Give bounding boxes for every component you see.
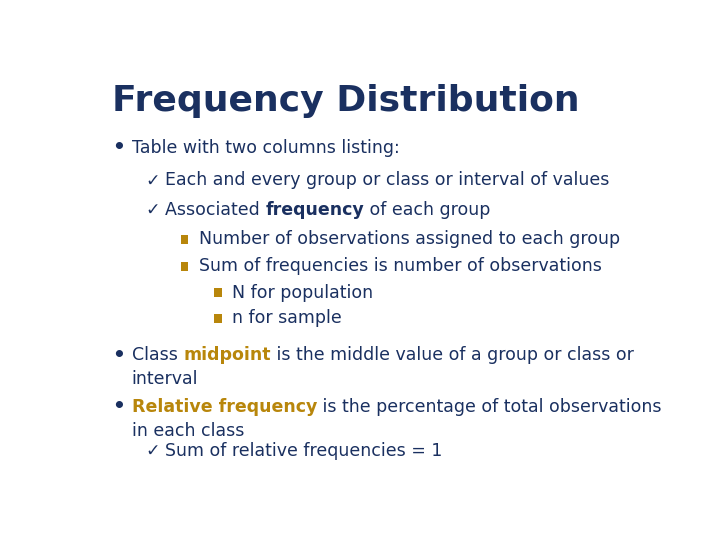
Text: Relative frequency: Relative frequency [132,397,318,416]
FancyBboxPatch shape [215,314,222,323]
Text: ✓: ✓ [145,171,161,190]
Text: interval: interval [132,370,198,388]
Text: Number of observations assigned to each group: Number of observations assigned to each … [199,231,620,248]
Text: in each class: in each class [132,422,244,440]
FancyBboxPatch shape [181,262,188,271]
FancyBboxPatch shape [215,288,222,297]
Text: ✓: ✓ [145,442,161,460]
Text: •: • [112,346,125,365]
Text: •: • [112,397,125,416]
Text: Associated: Associated [166,201,266,219]
Text: is the percentage of total observations: is the percentage of total observations [318,397,662,416]
Text: Class: Class [132,346,183,364]
Text: Sum of frequencies is number of observations: Sum of frequencies is number of observat… [199,258,602,275]
Text: Each and every group or class or interval of values: Each and every group or class or interva… [166,171,610,190]
Text: Sum of relative frequencies = 1: Sum of relative frequencies = 1 [166,442,443,460]
Text: of each group: of each group [364,201,491,219]
Text: •: • [112,138,125,158]
Text: ✓: ✓ [145,201,161,219]
Text: frequency: frequency [266,201,364,219]
Text: n for sample: n for sample [233,309,342,327]
Text: Frequency Distribution: Frequency Distribution [112,84,580,118]
Text: N for population: N for population [233,284,374,302]
FancyBboxPatch shape [181,235,188,244]
Text: is the middle value of a group or class or: is the middle value of a group or class … [271,346,634,364]
Text: midpoint: midpoint [183,346,271,364]
Text: Table with two columns listing:: Table with two columns listing: [132,139,400,157]
